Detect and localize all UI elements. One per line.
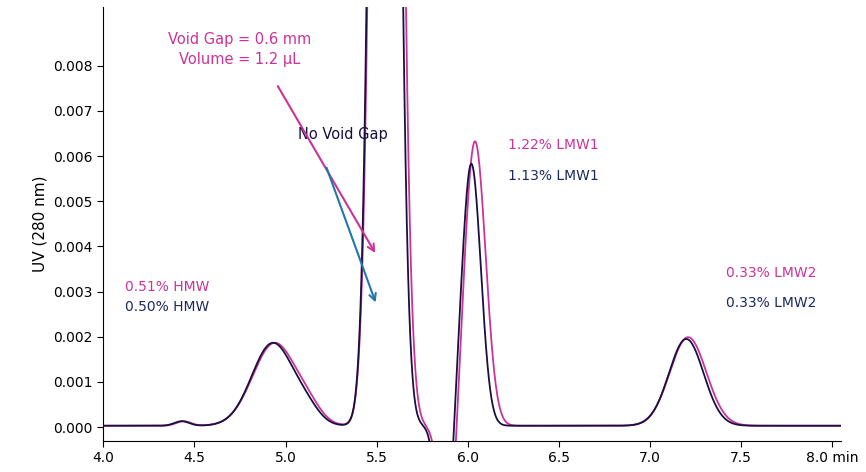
Text: 0.50% HMW: 0.50% HMW: [126, 300, 210, 314]
Text: No Void Gap: No Void Gap: [298, 126, 388, 142]
Text: Void Gap = 0.6 mm
Volume = 1.2 μL: Void Gap = 0.6 mm Volume = 1.2 μL: [168, 32, 312, 67]
Text: 0.33% LMW2: 0.33% LMW2: [727, 296, 817, 310]
Y-axis label: UV (280 nm): UV (280 nm): [33, 176, 48, 272]
Text: 0.33% LMW2: 0.33% LMW2: [727, 267, 817, 280]
Text: 1.13% LMW1: 1.13% LMW1: [507, 169, 598, 183]
Text: 0.51% HMW: 0.51% HMW: [126, 280, 210, 294]
Text: 1.22% LMW1: 1.22% LMW1: [507, 138, 598, 152]
